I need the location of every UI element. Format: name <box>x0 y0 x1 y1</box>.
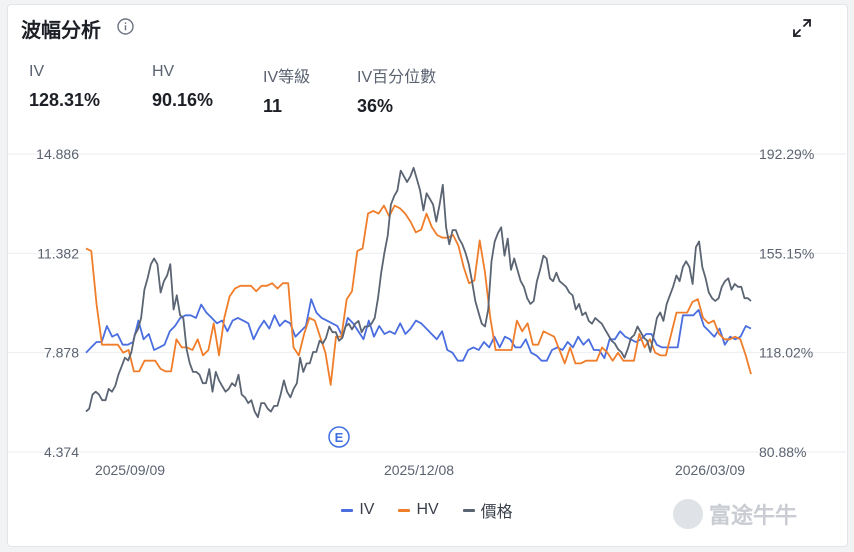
price-line <box>85 166 752 419</box>
chart-marker: E <box>328 426 350 448</box>
chart-axes: 14.886 11.382 7.878 4.374 192.29% 155.15% 118.… <box>36 146 814 478</box>
metric-iv-label: IV <box>29 63 45 80</box>
metric-iv-percentile-label: IV百分位數 <box>357 69 437 86</box>
legend-price[interactable]: 價格 <box>462 498 513 522</box>
watermark: 富途牛牛 <box>673 498 797 530</box>
chart-grid <box>8 153 846 453</box>
metric-iv-percentile-value: 36% <box>357 96 394 116</box>
metric-hv: HV 90.16% <box>152 63 213 111</box>
left-tick-label: 7.878 <box>44 345 79 361</box>
chart-series <box>85 166 752 419</box>
left-tick-label: 4.374 <box>44 444 79 460</box>
metric-iv-rank: IV等級 11 <box>263 63 310 117</box>
x-tick-label: 2025/12/08 <box>384 462 454 478</box>
earnings-marker-label: E <box>335 430 344 445</box>
chart-legend: IV HV 價格 <box>0 498 854 522</box>
watermark-logo <box>673 499 703 529</box>
right-tick-label: 80.88% <box>759 444 806 460</box>
metric-hv-label: HV <box>152 63 175 80</box>
right-tick-label: 155.15% <box>759 245 814 261</box>
volatility-analysis-card <box>7 4 848 547</box>
x-tick-label: 2025/09/09 <box>95 462 165 478</box>
hv-line <box>85 204 752 386</box>
info-icon[interactable] <box>117 18 134 35</box>
legend-hv-label: HV <box>416 501 439 518</box>
legend-iv-swatch <box>341 508 354 512</box>
metric-iv-value: 128.31% <box>29 90 101 110</box>
left-tick-label: 11.382 <box>37 245 79 261</box>
metric-iv-rank-value: 11 <box>263 96 283 116</box>
metric-iv: IV 128.31% <box>29 63 100 111</box>
legend-iv[interactable]: IV <box>341 498 374 522</box>
right-tick-label: 192.29% <box>759 146 814 162</box>
left-tick-label: 14.886 <box>36 146 79 162</box>
iv-line <box>85 298 752 362</box>
legend-hv-swatch <box>398 508 411 512</box>
card-title: 波幅分析 <box>21 20 101 42</box>
legend-hv[interactable]: HV <box>398 498 439 522</box>
legend-price-label: 價格 <box>480 504 513 521</box>
legend-iv-label: IV <box>359 501 375 518</box>
x-tick-label: 2026/03/09 <box>675 462 745 478</box>
right-tick-label: 118.02% <box>759 345 813 361</box>
metric-iv-rank-label: IV等級 <box>263 69 311 86</box>
earnings-marker <box>328 426 350 448</box>
metric-hv-value: 90.16% <box>152 90 214 110</box>
metric-iv-percentile: IV百分位數 36% <box>357 63 436 117</box>
expand-icon[interactable] <box>791 17 813 39</box>
legend-price-swatch <box>462 508 475 512</box>
watermark-text: 富途牛牛 <box>709 503 798 528</box>
